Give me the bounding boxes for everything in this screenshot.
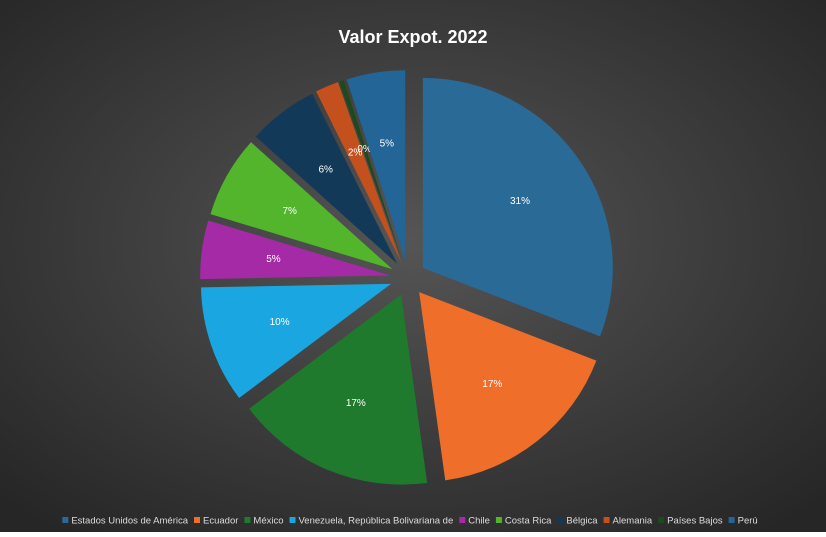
data-label: 0% — [357, 144, 372, 155]
pie-slice — [255, 93, 398, 264]
pie-slice — [419, 292, 597, 481]
data-label: 31% — [510, 196, 530, 207]
legend-label: Bélgica — [566, 516, 598, 527]
legend-label: México — [253, 516, 283, 527]
pie-slice — [200, 220, 391, 280]
legend-label: Estados Unidos de América — [71, 516, 188, 527]
legend-label: Perú — [738, 516, 758, 527]
legend-swatch — [289, 517, 296, 523]
legend-swatch — [495, 517, 502, 523]
legend-label: Chile — [468, 516, 490, 527]
data-label: 2% — [348, 148, 363, 159]
pie-slice — [249, 294, 428, 485]
data-label: 5% — [380, 138, 395, 149]
legend-swatch — [194, 517, 201, 523]
data-label: 7% — [282, 206, 297, 217]
legend-swatch — [728, 517, 735, 523]
legend-label: Países Bajos — [667, 516, 723, 527]
data-label: 17% — [482, 379, 502, 390]
legend-swatch — [62, 517, 69, 523]
pie-slice — [339, 80, 403, 261]
data-label: 10% — [270, 317, 290, 328]
legend-swatch — [244, 517, 251, 523]
legend-swatch — [459, 517, 466, 523]
pie-slice — [210, 142, 393, 270]
data-label: 17% — [346, 398, 366, 409]
legend-swatch — [658, 517, 665, 523]
pie-slice — [346, 70, 406, 261]
pie-slice — [201, 283, 391, 399]
chart-title: Valor Expot. 2022 — [338, 27, 487, 47]
legend-swatch — [603, 517, 610, 523]
data-label: 6% — [318, 165, 333, 176]
legend-label: Costa Rica — [505, 516, 552, 527]
pie-slice — [422, 77, 613, 337]
legend-label: Ecuador — [203, 516, 238, 527]
pie-slice — [316, 82, 401, 262]
data-label: 5% — [266, 254, 281, 265]
legend-label: Alemania — [613, 516, 653, 527]
legend-swatch — [557, 517, 564, 523]
legend-label: Venezuela, República Bolivariana de — [299, 516, 454, 527]
